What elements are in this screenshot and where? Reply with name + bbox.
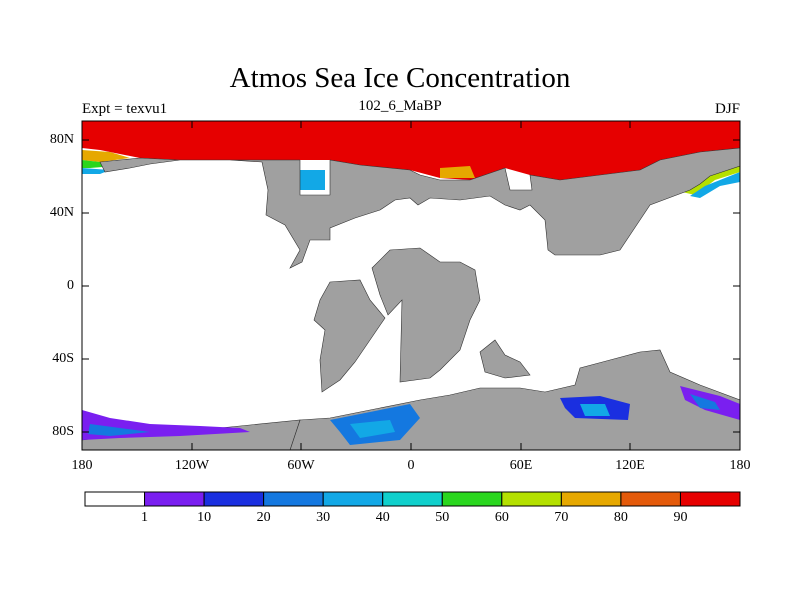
colorbar-swatch [383, 492, 443, 506]
lat-tick-40s: 40S [34, 351, 74, 367]
colorbar-swatch [264, 492, 324, 506]
colorbar-label: 30 [303, 510, 343, 526]
southern-ice-indian-core [580, 404, 610, 416]
map-panel [82, 121, 740, 450]
lon-tick-180w: 180 [52, 458, 112, 474]
colorbar-swatch [502, 492, 562, 506]
colorbar-label: 70 [541, 510, 581, 526]
colorbar-label: 10 [184, 510, 224, 526]
colorbar-label: 90 [660, 510, 700, 526]
colorbar [85, 492, 740, 506]
arctic-ice-hudson [300, 170, 325, 190]
lat-tick-0: 0 [34, 278, 74, 294]
land-greenland-overlay [300, 121, 330, 160]
colorbar-label: 40 [363, 510, 403, 526]
colorbar-swatch [204, 492, 264, 506]
colorbar-label: 20 [244, 510, 284, 526]
lon-tick-120w: 120W [162, 458, 222, 474]
arctic-ice-nordic [440, 166, 475, 178]
lat-tick-40n: 40N [34, 205, 74, 221]
lon-tick-60e: 60E [491, 458, 551, 474]
lon-tick-180e: 180 [710, 458, 770, 474]
colorbar-label: 60 [482, 510, 522, 526]
colorbar-label: 1 [125, 510, 165, 526]
colorbar-swatch [145, 492, 205, 506]
colorbar-swatch [442, 492, 502, 506]
lat-tick-80n: 80N [34, 132, 74, 148]
lat-tick-80s: 80S [34, 424, 74, 440]
colorbar-label: 50 [422, 510, 462, 526]
lon-tick-120e: 120E [600, 458, 660, 474]
lon-tick-60w: 60W [271, 458, 331, 474]
colorbar-label: 80 [601, 510, 641, 526]
colorbar-swatch [323, 492, 383, 506]
colorbar-swatch [561, 492, 621, 506]
colorbar-swatch [621, 492, 681, 506]
colorbar-swatch [85, 492, 145, 506]
lon-tick-0: 0 [381, 458, 441, 474]
colorbar-swatch [680, 492, 740, 506]
